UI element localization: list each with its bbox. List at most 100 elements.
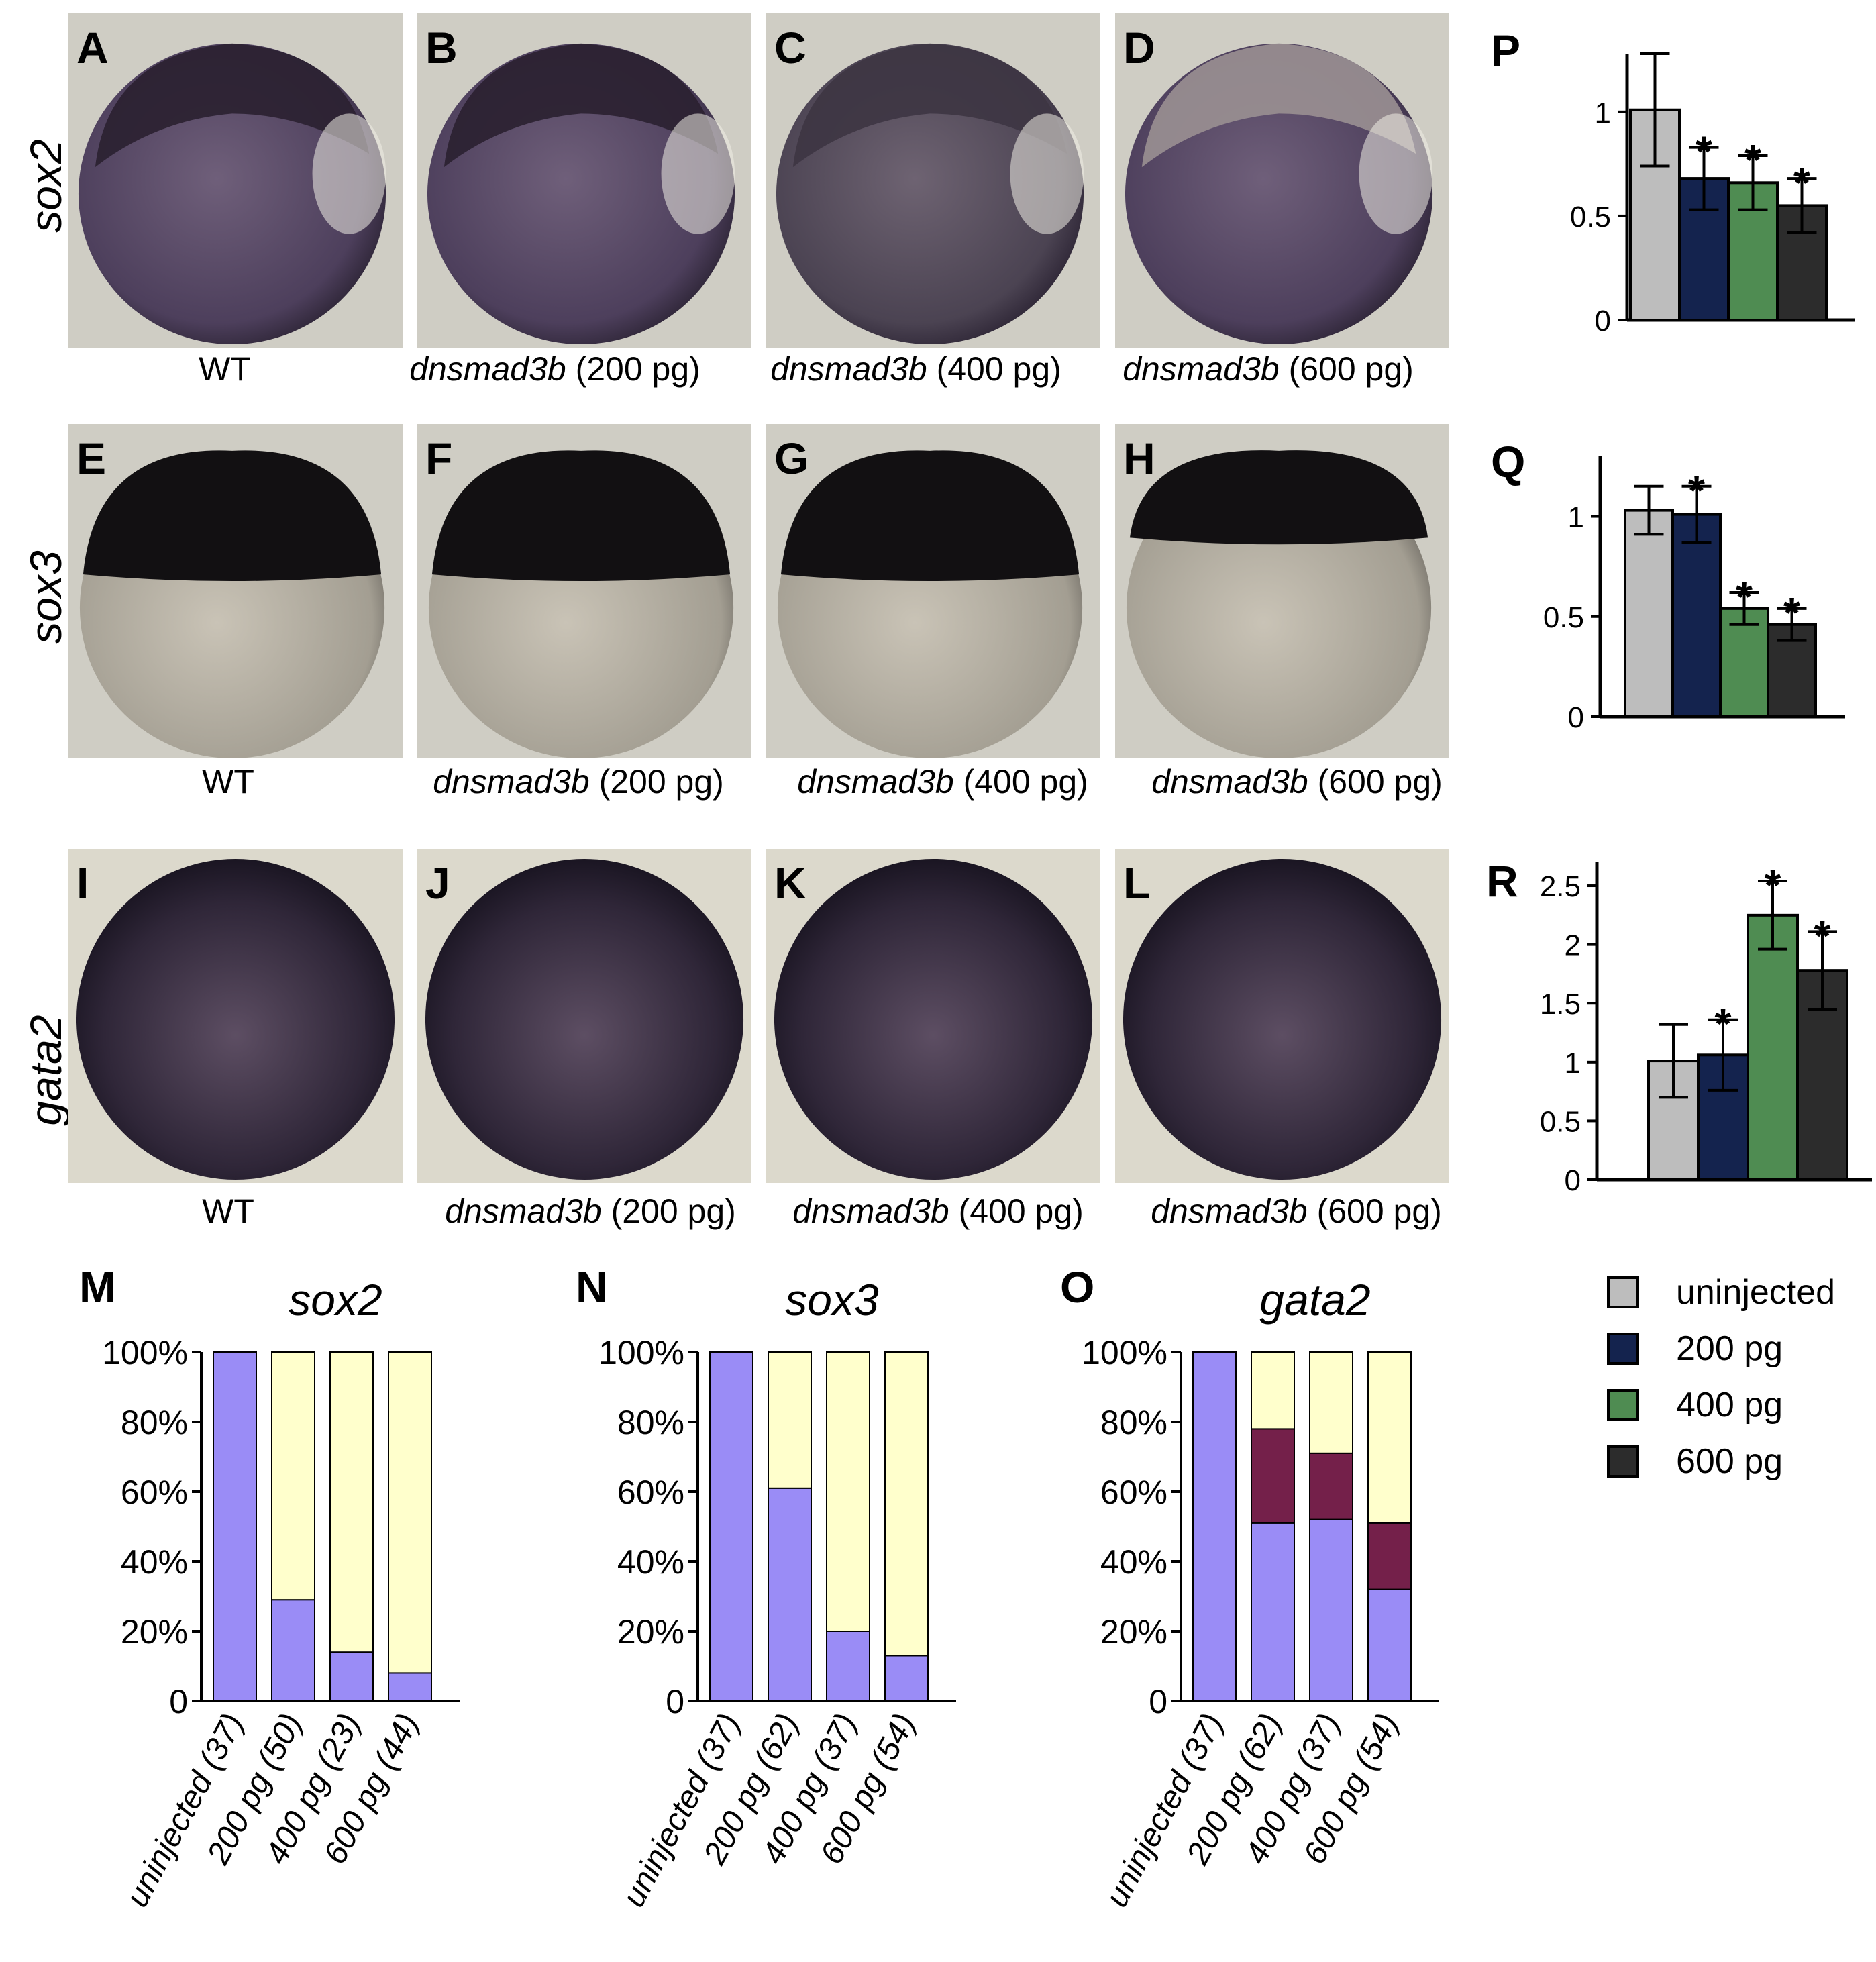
embryo-photo-a [68, 13, 403, 348]
panel-caption-h: dnsmad3b (600 pg) [1096, 763, 1498, 801]
bar-chart-q: 0 0.5 1 * * * [1543, 456, 1845, 731]
embryo-shield [1359, 113, 1433, 234]
y-tick-label: 0 [1568, 701, 1584, 731]
panel-caption-e: WT [27, 763, 429, 801]
y-tick-label: 1 [1595, 97, 1611, 130]
stack-segment [1367, 1588, 1412, 1702]
legend-swatch-400pg [1607, 1389, 1639, 1421]
panel-label-k: K [774, 858, 806, 908]
embryo-cap [431, 450, 731, 582]
caption-construct: dnsmad3b [1151, 1192, 1308, 1230]
stack-segment [271, 1599, 315, 1702]
caption-text: (200 pg) [566, 350, 700, 388]
legend-swatch-uninjected [1607, 1276, 1639, 1308]
stack-segment [1367, 1522, 1412, 1590]
chart-label-n: N [576, 1262, 608, 1312]
bar-uninjected [1624, 509, 1674, 718]
significance-star: * [1715, 1000, 1732, 1048]
chart-label-q: Q [1491, 437, 1526, 486]
y-tick-label: 0 [1595, 305, 1611, 338]
significance-star: * [1736, 572, 1753, 621]
embryo-shield [661, 113, 735, 234]
embryo-photo-g [766, 424, 1100, 758]
y-tick-label: 2.5 [1540, 870, 1581, 903]
panel-caption-d: dnsmad3b (600 pg) [1067, 350, 1469, 388]
caption-construct: dnsmad3b [797, 763, 954, 801]
embryo-photo-k [766, 849, 1100, 1183]
y-tick-label: 60% [121, 1474, 188, 1511]
legend-swatch-600pg [1607, 1445, 1639, 1478]
caption-text: (200 pg) [589, 763, 724, 801]
significance-star: * [1696, 127, 1712, 176]
embryo-photo-i [68, 849, 403, 1183]
panel-caption-a: WT [23, 350, 426, 388]
legend-label-600pg: 600 pg [1676, 1442, 1783, 1481]
bar-chart-r: 0 0.5 1 1.5 2 2.5 * * * [1540, 861, 1872, 1197]
y-tick-label: 100% [1082, 1334, 1167, 1372]
y-tick-label: 0 [1565, 1164, 1581, 1197]
significance-star: * [1744, 136, 1761, 184]
chart-title: gata2 [1259, 1275, 1370, 1325]
chart-label-o: O [1060, 1262, 1095, 1312]
legend-label-uninjected: uninjected [1676, 1273, 1836, 1312]
y-tick-label: 0 [1149, 1683, 1167, 1720]
caption-construct: dnsmad3b [1123, 350, 1280, 388]
panel-label-c: C [774, 23, 806, 72]
y-tick-label: 60% [617, 1474, 684, 1511]
chart-title: sox3 [785, 1275, 879, 1325]
panel-label-j: J [425, 858, 450, 908]
embryo-cap [83, 450, 382, 582]
y-tick-label: 1.5 [1540, 988, 1581, 1021]
y-tick-label: 0.5 [1570, 201, 1611, 234]
caption-text: (600 pg) [1307, 1192, 1442, 1230]
panel-label-i: I [76, 858, 89, 908]
row-label-sox3: sox3 [21, 550, 70, 644]
stack-segment [1309, 1452, 1353, 1520]
panel-label-e: E [76, 433, 107, 483]
embryo-photo-j [417, 849, 751, 1183]
y-tick-label: 20% [121, 1613, 188, 1651]
stack-segment [1309, 1518, 1353, 1702]
bar-400-pg [1747, 913, 1799, 1181]
y-tick-label: 20% [1100, 1613, 1167, 1651]
significance-star: * [1783, 588, 1800, 637]
embryo-photo-e [68, 424, 403, 758]
stack-segment [1192, 1351, 1237, 1702]
stack-segment [329, 1351, 374, 1653]
stack-segment [1251, 1351, 1295, 1430]
panel-caption-g: dnsmad3b (400 pg) [741, 763, 1144, 801]
panel-caption-c: dnsmad3b (400 pg) [715, 350, 1117, 388]
stack-segment [709, 1351, 753, 1702]
stack-segment [388, 1672, 432, 1702]
caption-construct: dnsmad3b [445, 1192, 602, 1230]
caption-construct: dnsmad3b [433, 763, 590, 801]
y-tick-label: 100% [598, 1334, 684, 1372]
y-tick-label: 80% [121, 1404, 188, 1441]
y-tick-label: 0 [169, 1683, 188, 1720]
y-tick-label: 40% [1100, 1543, 1167, 1581]
y-tick-label: 0.5 [1540, 1105, 1581, 1138]
panel-label-d: D [1123, 23, 1155, 72]
stack-segment [884, 1351, 929, 1657]
panel-caption-l: dnsmad3b (600 pg) [1095, 1192, 1498, 1230]
y-tick-label: 80% [617, 1404, 684, 1441]
caption-text: WT [199, 350, 251, 388]
y-tick-label: 1 [1568, 501, 1584, 534]
caption-construct: dnsmad3b [770, 350, 927, 388]
embryo-cap [95, 43, 370, 168]
caption-text: WT [202, 763, 254, 801]
caption-text: (200 pg) [601, 1192, 736, 1230]
caption-text: (400 pg) [953, 763, 1088, 801]
significance-star: * [1765, 861, 1781, 909]
legend-label-400pg: 400 pg [1676, 1386, 1783, 1425]
panel-caption-f: dnsmad3b (200 pg) [377, 763, 780, 801]
panel-label-b: B [425, 23, 458, 72]
bar-200-pg [1671, 513, 1722, 719]
chart-label-m: M [79, 1262, 116, 1312]
y-tick-label: 20% [617, 1613, 684, 1651]
panel-caption-b: dnsmad3b (200 pg) [354, 350, 756, 388]
caption-construct: dnsmad3b [1151, 763, 1308, 801]
stack-segment [388, 1351, 432, 1674]
